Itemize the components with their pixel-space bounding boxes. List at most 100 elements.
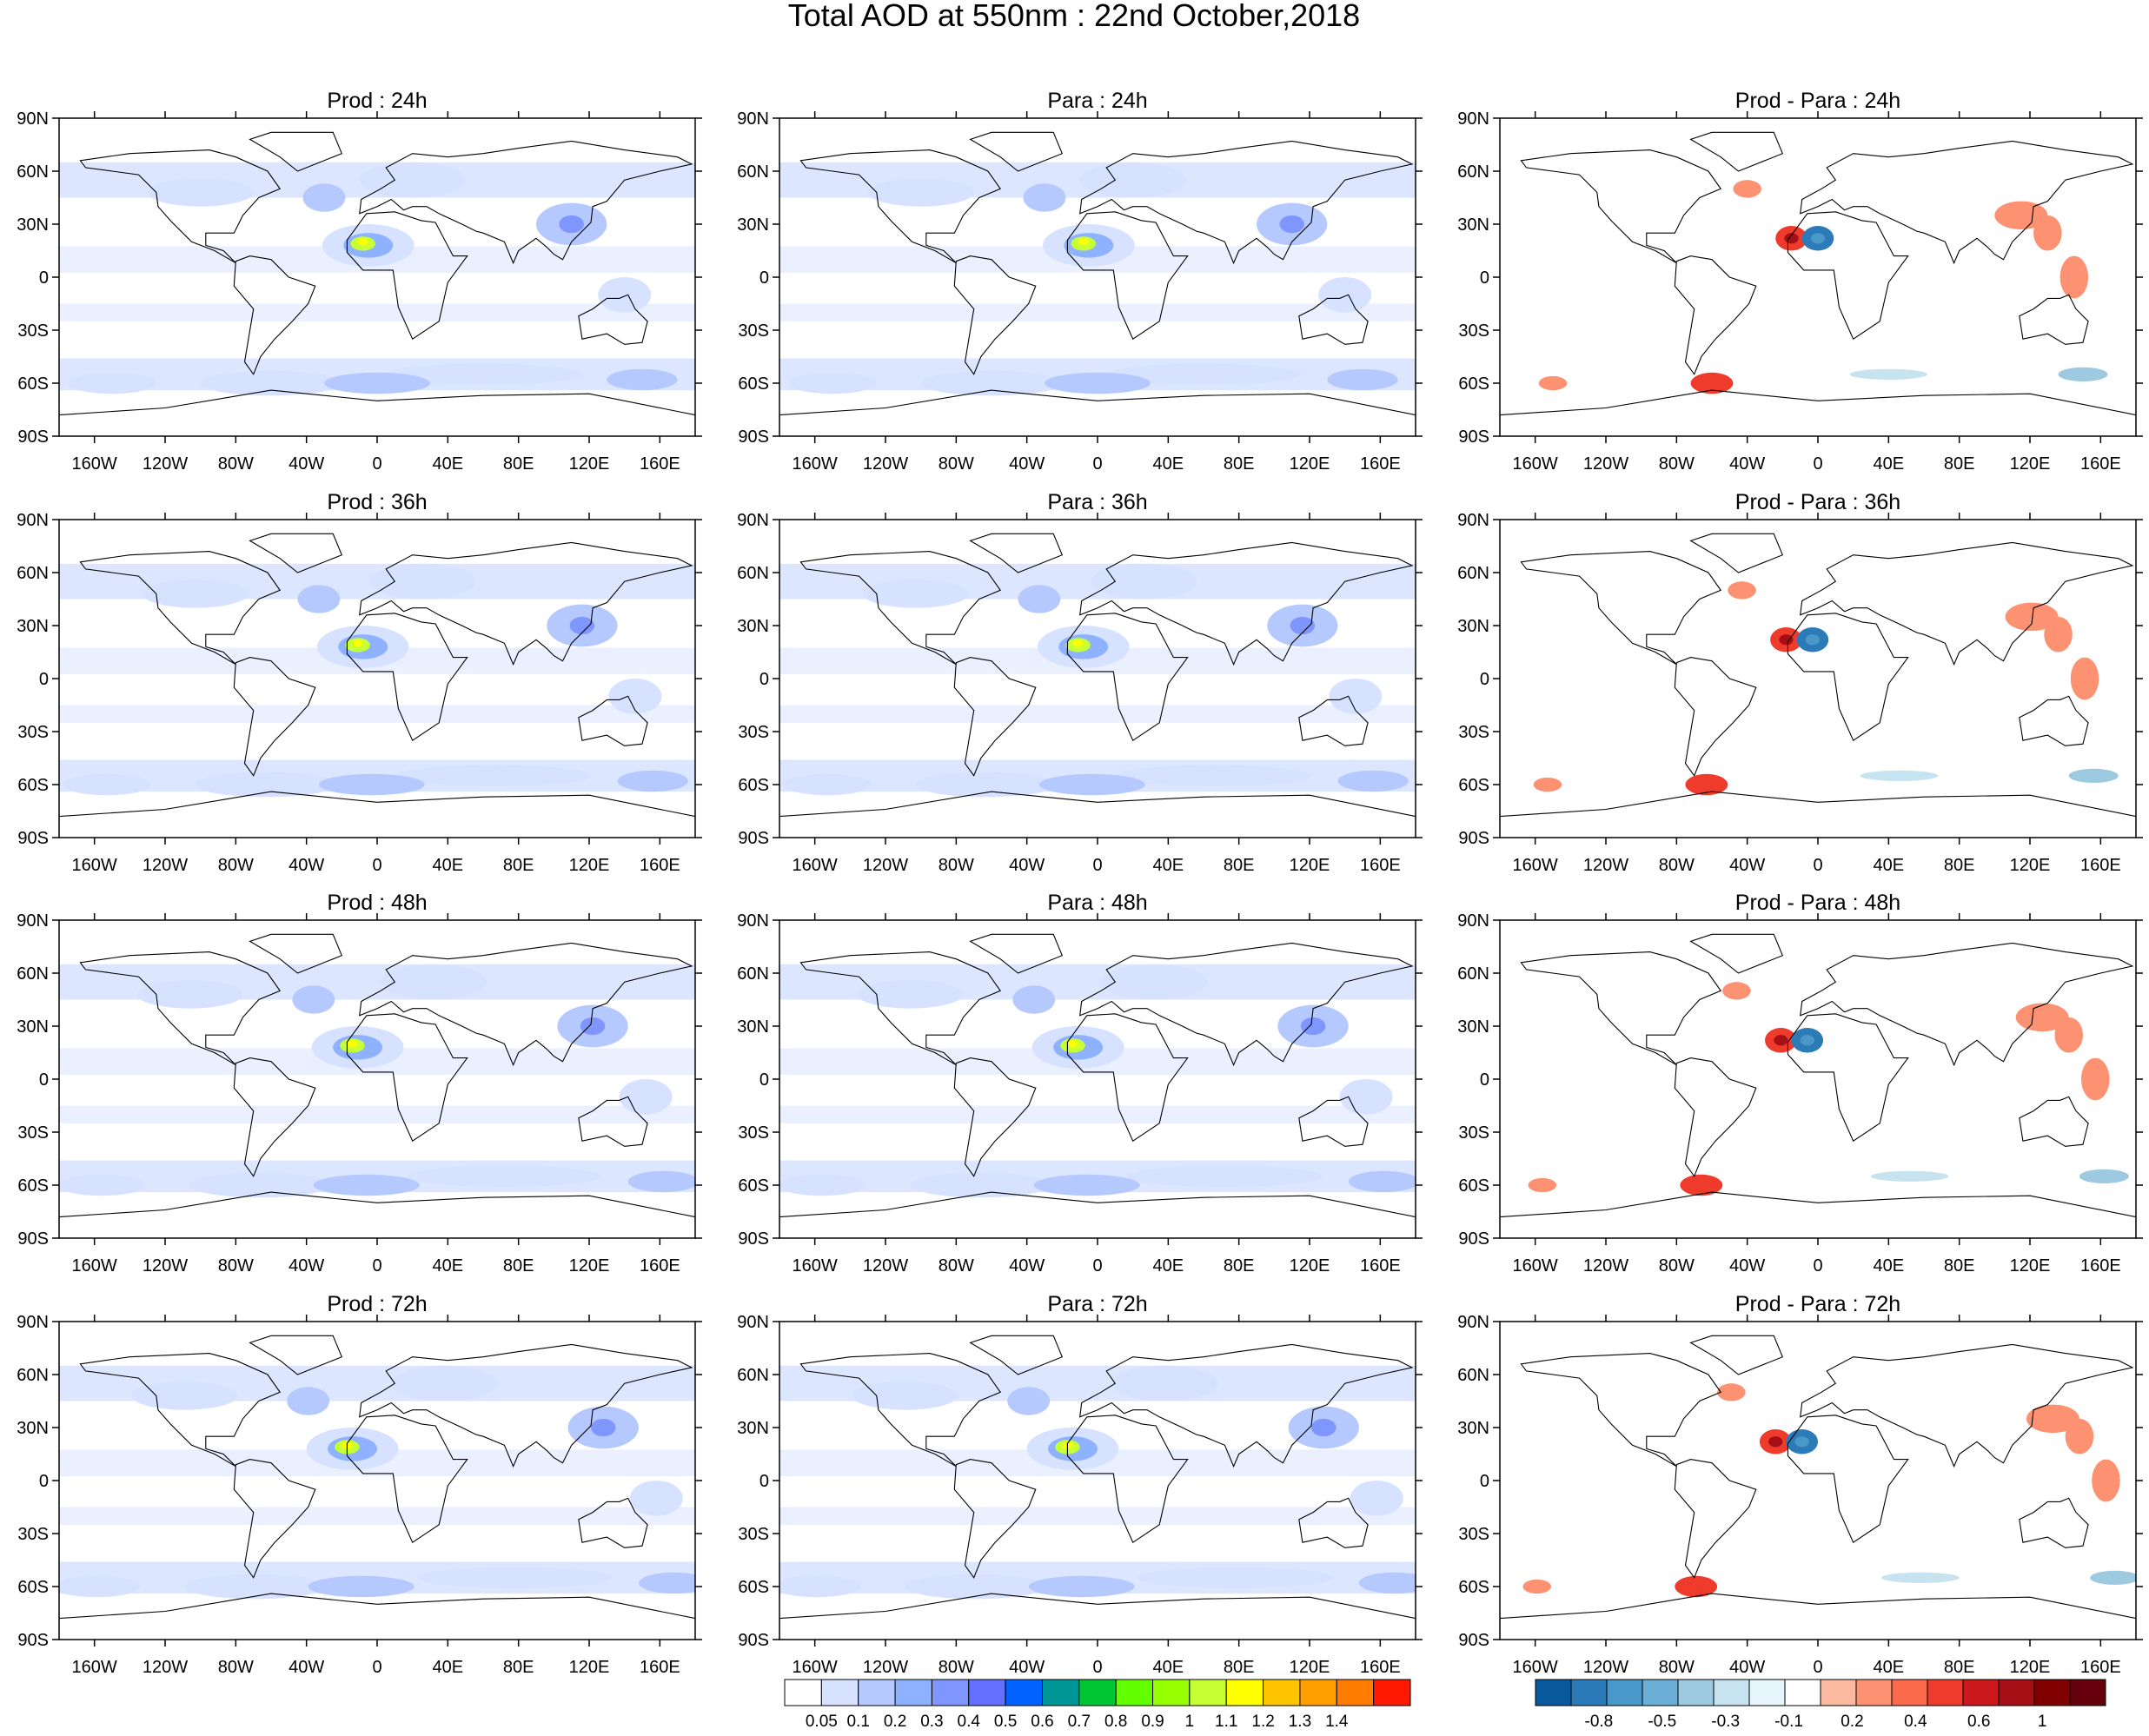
lon-label: 120E xyxy=(1290,1658,1330,1677)
lon-label: 0 xyxy=(372,454,381,474)
map-panel: Para : 72h 90N 60N 30N 0 30S 60S 90S 160W 120W 80W… xyxy=(737,1292,1423,1677)
coastline xyxy=(79,149,282,264)
aod-field xyxy=(779,933,1416,1238)
aod-plume xyxy=(1733,180,1761,198)
coastline xyxy=(779,791,1416,838)
aod-colorbar-swatch xyxy=(1189,1679,1227,1706)
aod-plume xyxy=(287,1387,330,1415)
aod-plume xyxy=(779,1174,866,1196)
lat-label: 0 xyxy=(39,1070,49,1090)
aod-plume xyxy=(1007,1387,1051,1415)
lat-label: 30N xyxy=(17,215,49,235)
lon-label: 40W xyxy=(1009,856,1045,875)
coastline xyxy=(1500,791,2136,838)
lat-label: 30S xyxy=(738,1123,769,1143)
aod-plume xyxy=(629,1481,683,1516)
lon-label: 120W xyxy=(143,856,188,875)
lon-label: 40W xyxy=(1009,1658,1045,1677)
aod-plume xyxy=(2065,1418,2094,1454)
lat-label: 60N xyxy=(1457,964,1489,984)
diff-colorbar-label: 0.4 xyxy=(1904,1713,1927,1731)
lon-label: 160W xyxy=(72,454,117,474)
coastline xyxy=(1674,1057,1757,1177)
coastline xyxy=(1800,140,2134,265)
aod-plume xyxy=(2070,657,2099,700)
lat-label: 0 xyxy=(759,1472,769,1491)
lat-label: 90S xyxy=(17,427,49,447)
aod-colorbar-label: 0.1 xyxy=(846,1713,869,1731)
aod-plume xyxy=(308,1575,415,1598)
diff-colorbar-label: 0.2 xyxy=(1841,1713,1863,1731)
lon-label: 120E xyxy=(1290,856,1330,875)
aod-plume xyxy=(347,1040,358,1048)
aod-plume xyxy=(1117,765,1312,787)
diff-colorbar: -0.8 -0.5 -0.3 -0.1 0.2 0.4 0.6 1 xyxy=(1535,1679,2106,1731)
aod-plume xyxy=(1717,1383,1746,1401)
coastline xyxy=(1079,1343,1414,1468)
lon-label: 80W xyxy=(218,1658,254,1677)
lat-label: 60S xyxy=(17,374,49,394)
lon-label: 80E xyxy=(1944,454,1975,474)
map-panel: Prod - Para : 48h 90N 60N 30N 0 30S 60S 90S 160W… xyxy=(1457,891,2143,1275)
lon-label: 160W xyxy=(1513,1256,1558,1275)
coastline xyxy=(969,533,1064,573)
coastline xyxy=(1298,1096,1369,1147)
lon-label: 120W xyxy=(863,856,908,875)
coastline xyxy=(1689,131,1784,172)
aod-plume xyxy=(369,563,476,600)
coastline xyxy=(346,211,468,341)
aod-plume xyxy=(1800,1035,1814,1046)
panel-title: Para : 48h xyxy=(1047,891,1147,915)
aod-plume xyxy=(2059,255,2089,299)
aod-plume xyxy=(2092,1459,2120,1502)
map-panel: Prod : 72h 90N 60N 30N 0 30S 60S 90S 160W 120W 80W… xyxy=(17,1292,702,1677)
aod-plume xyxy=(1072,639,1084,647)
aod-field xyxy=(59,131,695,436)
lon-label: 40W xyxy=(1729,856,1765,875)
aod-field xyxy=(1500,933,2136,1238)
aod-plume xyxy=(324,372,430,394)
lat-label: 90N xyxy=(17,109,49,129)
lat-label: 60N xyxy=(17,1366,49,1385)
lon-label: 40E xyxy=(1874,856,1905,875)
aod-plume xyxy=(189,1172,332,1198)
lat-label: 30N xyxy=(17,617,49,636)
aod-plume xyxy=(1311,1418,1336,1437)
aod-plume xyxy=(1329,679,1383,714)
aod-plume xyxy=(2044,616,2073,653)
aod-plume xyxy=(396,765,592,787)
aod-field xyxy=(779,131,1416,436)
lon-label: 160E xyxy=(2080,1256,2121,1275)
lat-label: 60S xyxy=(17,1578,49,1597)
map-panel: Prod - Para : 24h 90N 60N 30N 0 30S 60S 90S 160W… xyxy=(1457,89,2143,474)
diff-colorbar-swatch xyxy=(1855,1679,1893,1706)
lon-label: 40W xyxy=(1009,1256,1045,1275)
lat-label: 0 xyxy=(759,1070,769,1090)
lon-label: 160W xyxy=(793,454,838,474)
aod-plume xyxy=(297,585,341,613)
lat-label: 30S xyxy=(1458,1525,1489,1544)
lon-label: 40E xyxy=(1153,856,1184,875)
lon-label: 0 xyxy=(372,1658,381,1677)
panel-title: Prod : 72h xyxy=(327,1292,427,1316)
lon-label: 40E xyxy=(433,856,464,875)
lon-label: 80E xyxy=(503,454,534,474)
lat-label: 30S xyxy=(17,723,49,742)
aod-plume xyxy=(1774,1035,1788,1046)
coastline xyxy=(346,1415,468,1544)
coastline xyxy=(233,657,316,777)
lat-label: 30N xyxy=(1457,617,1489,636)
lat-label: 30N xyxy=(737,1017,769,1037)
lon-label: 120W xyxy=(863,1658,908,1677)
map-panel: Prod : 24h 90N 60N 30N 0 30S 60S 90S 160W 120W 80W… xyxy=(17,89,702,474)
lon-label: 40W xyxy=(289,856,324,875)
lat-label: 90S xyxy=(738,1631,769,1650)
aod-plume xyxy=(617,770,688,792)
aod-plume xyxy=(352,639,363,647)
lat-label: 30N xyxy=(17,1017,49,1037)
lat-label: 30S xyxy=(1458,723,1489,742)
coastline xyxy=(2019,1096,2089,1147)
aod-plume xyxy=(857,980,964,1009)
aod-plume xyxy=(1078,238,1089,246)
